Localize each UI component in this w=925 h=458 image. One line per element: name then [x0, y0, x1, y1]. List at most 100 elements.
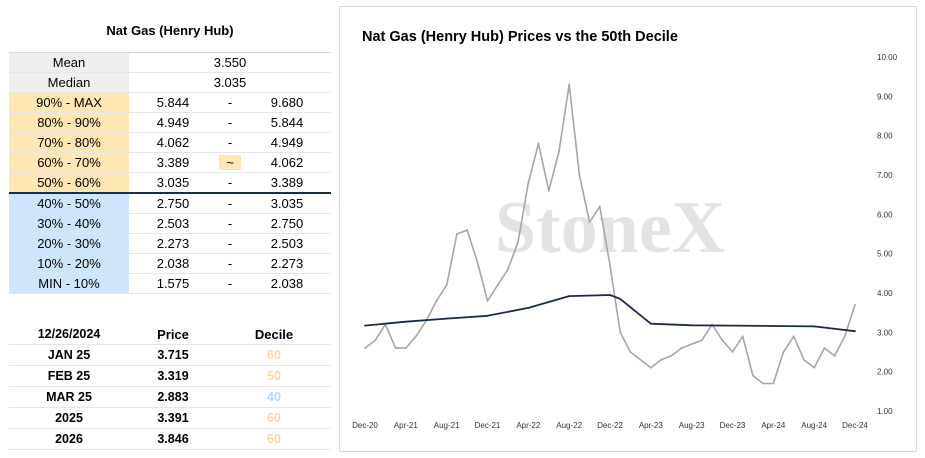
y-tick-label: 8.00: [877, 132, 893, 141]
decile-label: 60% - 70%: [9, 152, 129, 173]
decile-low: 1.575: [129, 273, 217, 294]
decile-row: 50% - 60% 3.035 - 3.389: [9, 172, 331, 194]
decile-high: 2.038: [243, 273, 331, 294]
decile-separator: -: [217, 233, 243, 254]
stats-panel: Nat Gas (Henry Hub) Mean 3.550 Median 3.…: [6, 6, 332, 452]
contract-label: MAR 25: [9, 386, 129, 408]
decile-separator: -: [217, 132, 243, 153]
decile-label: 90% - MAX: [9, 92, 129, 113]
decile-label: 80% - 90%: [9, 112, 129, 133]
x-tick-label: Apr-21: [394, 421, 419, 430]
price-point: [455, 233, 458, 235]
price-point: [394, 347, 397, 349]
price-point: [721, 339, 724, 342]
decile-separator: -: [217, 253, 243, 274]
decile-high: 2.750: [243, 213, 331, 234]
x-tick-label: Dec-21: [475, 421, 501, 430]
decile-point: [609, 294, 611, 296]
decile-low: 2.038: [129, 253, 217, 274]
decile-point: [486, 314, 489, 317]
mean-value: 3.550: [129, 52, 331, 73]
contract-label: FEB 25: [9, 365, 129, 387]
price-point: [374, 339, 377, 342]
decile-label: 40% - 50%: [9, 193, 129, 214]
price-point: [609, 264, 611, 267]
decile-series-line: [364, 294, 856, 333]
decile-row: 70% - 80% 4.062 - 4.949: [9, 132, 331, 153]
price-point: [792, 335, 795, 338]
x-tick-label: Dec-23: [720, 421, 746, 430]
decile-separator: -: [217, 273, 243, 294]
price-point: [578, 174, 581, 176]
price-point: [854, 303, 856, 306]
forecast-row: 2025 3.391 60: [9, 407, 331, 429]
chart-title: Nat Gas (Henry Hub) Prices vs the 50th D…: [362, 29, 678, 45]
price-point: [772, 382, 775, 385]
decile-label: 20% - 30%: [9, 233, 129, 254]
decile-low: 5.844: [129, 92, 217, 113]
price-point: [527, 181, 530, 184]
y-tick-label: 9.00: [877, 92, 893, 101]
price-point: [782, 351, 785, 353]
watermark: StoneX: [495, 187, 725, 269]
price-point: [466, 229, 468, 231]
decile-point: [731, 324, 734, 327]
decile-row: 10% - 20% 2.038 - 2.273: [9, 253, 331, 274]
decile-low: 4.949: [129, 112, 217, 133]
price-point: [364, 347, 366, 349]
forecast-date: 12/26/2024: [9, 324, 129, 345]
decile-row: 90% - MAX 5.844 - 9.680: [9, 92, 331, 113]
decile-row: 40% - 50% 2.750 - 3.035: [9, 193, 331, 214]
price-point: [803, 358, 805, 361]
decile-low: 2.273: [129, 233, 217, 254]
price-point: [649, 366, 652, 369]
price-point: [588, 221, 591, 224]
decile-low: 3.389: [129, 152, 217, 173]
price-point: [680, 347, 683, 349]
decile-row: MIN - 10% 1.575 - 2.038: [9, 273, 331, 294]
decile-high: 3.389: [243, 172, 331, 194]
decile-point: [649, 322, 652, 325]
contract-label: 2026: [9, 428, 129, 450]
price-point: [486, 299, 489, 302]
contract-decile: 50: [217, 365, 331, 387]
decile-low: 2.503: [129, 213, 217, 234]
forecast-row: JAN 25 3.715 60: [9, 344, 331, 366]
price-point: [496, 284, 499, 287]
x-tick-label: Apr-22: [516, 421, 541, 430]
decile-point: [813, 325, 816, 328]
x-tick-label: Dec-20: [352, 421, 378, 430]
x-tick-label: Aug-21: [434, 421, 460, 430]
decile-separator: -: [217, 213, 243, 234]
contract-decile: 60: [217, 344, 331, 366]
price-point: [813, 366, 816, 369]
price-point: [731, 351, 734, 353]
median-value: 3.035: [129, 72, 331, 93]
chart-panel: Nat Gas (Henry Hub) Prices vs the 50th D…: [339, 6, 917, 452]
decile-point: [404, 320, 407, 323]
decile-low: 2.750: [129, 193, 217, 214]
decile-point: [690, 324, 693, 327]
decile-low: 4.062: [129, 132, 217, 153]
price-point: [619, 331, 622, 334]
current-decile-marker: ~: [219, 155, 241, 170]
decile-point: [854, 330, 856, 333]
decile-row: 30% - 40% 2.503 - 2.750: [9, 213, 331, 234]
price-point: [598, 205, 601, 208]
median-label: Median: [9, 72, 129, 93]
mean-row: Mean 3.550: [9, 52, 331, 73]
y-tick-label: 6.00: [877, 210, 893, 219]
contract-decile: 60: [217, 407, 331, 429]
decile-low: 3.035: [129, 172, 217, 194]
decile-point: [772, 325, 775, 327]
decile-high: 4.062: [243, 152, 331, 173]
x-tick-label: Dec-24: [842, 421, 868, 430]
decile-point: [619, 298, 622, 300]
contract-price: 3.391: [129, 407, 217, 429]
forecast-table: 12/26/2024 Price Decile JAN 25 3.715 60 …: [9, 324, 331, 450]
price-point: [670, 355, 673, 357]
mean-label: Mean: [9, 52, 129, 73]
contract-decile: 40: [217, 386, 331, 408]
y-tick-label: 10.00: [877, 53, 898, 62]
decile-point: [445, 317, 448, 320]
